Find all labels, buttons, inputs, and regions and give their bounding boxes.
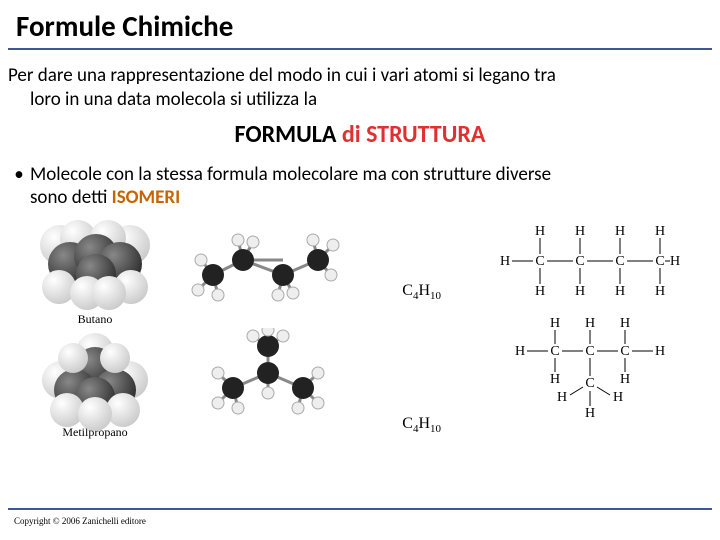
svg-text:C: C — [615, 254, 624, 269]
copyright-note: Copyright © 2006 Zanichelli editore — [14, 516, 146, 526]
svg-text:H: H — [655, 224, 665, 239]
intro-line2: loro in una data molecola si utilizza la — [0, 88, 720, 112]
formula-column: C4H10 C4H10 — [377, 220, 467, 446]
svg-text:H: H — [613, 390, 623, 405]
svg-text:H: H — [615, 284, 625, 299]
label-butano: Butano — [78, 312, 113, 327]
svg-text:H: H — [585, 406, 595, 421]
svg-text:H: H — [655, 344, 665, 359]
svg-text:C: C — [620, 344, 629, 359]
bottom-underline — [8, 508, 712, 510]
lewis-column: HH CCCC HHHH HHHH — [490, 220, 690, 446]
svg-text:H: H — [620, 316, 630, 331]
intro-line1: Per dare una rappresentazione del modo i… — [0, 64, 720, 88]
title-underline — [8, 48, 712, 50]
svg-text:H: H — [575, 284, 585, 299]
spacefill-metilpropano — [40, 333, 150, 423]
formula-word1: FORMULA — [235, 120, 337, 149]
ballstick-column — [183, 220, 353, 446]
svg-text:H: H — [535, 284, 545, 299]
ballstick-metilpropano — [183, 328, 353, 418]
svg-text:C: C — [550, 344, 559, 359]
bullet-item: • Molecole con la stessa formula molecol… — [0, 163, 720, 211]
figure-area: Butano Metilpropano — [30, 220, 690, 446]
svg-text:H: H — [535, 224, 545, 239]
formula-top: C4H10 — [402, 282, 441, 302]
lewis-butano: HH CCCC HHHH HHHH — [490, 220, 690, 305]
formula-bottom: C4H10 — [402, 415, 441, 435]
svg-text:H: H — [615, 224, 625, 239]
svg-text:H: H — [557, 390, 567, 405]
svg-text:H: H — [670, 254, 680, 269]
svg-text:H: H — [500, 254, 510, 269]
svg-text:H: H — [515, 344, 525, 359]
formula-word2: di STRUTTURA — [342, 120, 486, 149]
svg-text:H: H — [655, 284, 665, 299]
spacefill-column: Butano Metilpropano — [30, 220, 160, 446]
formula-di-struttura: FORMULA di STRUTTURA — [0, 120, 720, 149]
svg-text:H: H — [585, 316, 595, 331]
lewis-metilpropano: HH CCC HHH HH C HHH — [490, 315, 690, 430]
bullet-dot-icon: • — [8, 163, 30, 211]
svg-text:C: C — [575, 254, 584, 269]
bullet-line1: Molecole con la stessa formula molecolar… — [30, 163, 551, 186]
svg-text:C: C — [655, 254, 664, 269]
svg-text:H: H — [550, 316, 560, 331]
svg-text:H: H — [620, 372, 630, 387]
ballstick-butano — [183, 220, 353, 310]
svg-text:C: C — [535, 254, 544, 269]
svg-text:H: H — [550, 372, 560, 387]
svg-text:C: C — [585, 344, 594, 359]
spacefill-butano — [40, 220, 150, 310]
svg-text:H: H — [575, 224, 585, 239]
bullet-line2a: sono detti — [30, 186, 112, 209]
slide-title: Formule Chimiche — [0, 0, 720, 48]
svg-text:C: C — [585, 376, 594, 391]
bullet-emph: ISOMERI — [112, 186, 181, 209]
